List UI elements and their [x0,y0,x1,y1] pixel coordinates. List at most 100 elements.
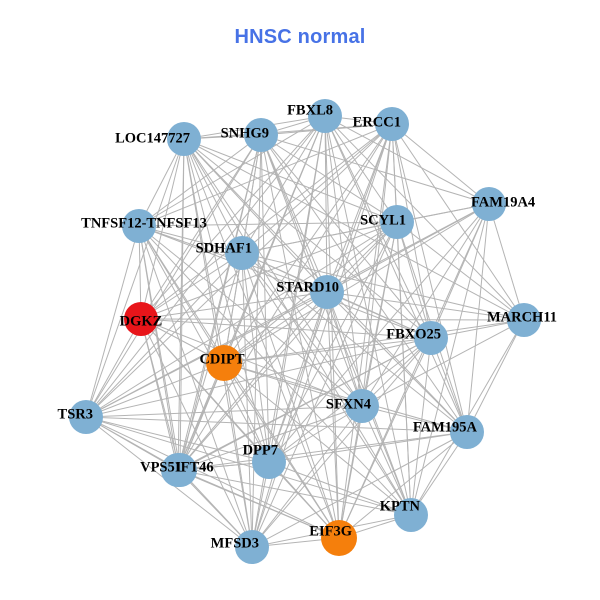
nodes-layer [69,99,541,564]
network-edge [241,252,525,321]
network-node-snhg9[interactable] [244,118,278,152]
network-node-loc147727[interactable] [167,122,201,156]
network-edge [85,291,328,418]
network-edge [260,134,270,463]
network-node-label: KPTN [380,498,421,514]
network-node-fbxo25[interactable] [414,321,448,355]
network-edge [85,138,185,418]
network-edge [183,138,340,539]
network-edge [140,318,525,321]
network-edge [138,221,398,227]
network-node-sdhaf1[interactable] [225,236,259,270]
network-node-fam195a[interactable] [450,415,484,449]
network-edge [138,225,243,254]
network-edge [138,134,262,227]
network-edge [251,337,432,548]
network-node-scyl1[interactable] [380,205,414,239]
network-edge [138,225,412,516]
network-edge [85,416,340,539]
network-node-fam19a4[interactable] [472,187,506,221]
network-edge [140,123,393,320]
network-node-label: FBXL8 [287,102,333,118]
network-node-tnfsf12-tnfsf13[interactable] [122,209,156,243]
network-edge [361,405,468,433]
network-edge [268,405,363,463]
network-edge [268,431,468,463]
network-node-label: SNHG9 [221,125,269,141]
network-node-label: ERCC1 [353,114,401,130]
network-edge [396,221,432,339]
network-node-label: DGKZ [120,313,163,329]
network-edge [241,252,340,539]
network-node-tsr3[interactable] [69,400,103,434]
network-node-dpp7[interactable] [252,445,286,479]
network-edge [260,134,412,516]
network-edge [396,221,525,321]
network-edge [338,203,490,539]
network-node-ercc1[interactable] [375,107,409,141]
network-node-kptn[interactable] [394,498,428,532]
network-node-label: FAM19A4 [471,194,535,210]
network-edge [138,225,181,471]
network-node-ift46[interactable] [163,453,197,487]
network-edge [241,221,398,254]
network-node-eif3g[interactable] [321,520,357,556]
network-edge [140,318,181,471]
network-node-cdipt[interactable] [206,345,242,381]
network-edge [85,416,270,463]
network-node-stard10[interactable] [310,275,344,309]
network-edge [223,362,468,433]
network-node-label: VPS51 [140,459,182,475]
network-edge [85,225,140,418]
network-edge [338,405,363,539]
network-node-sfxn4[interactable] [345,389,379,423]
network-node-label: DPP7 [243,442,278,458]
network-node-label: LOC147727 [115,130,190,146]
network-edge [268,221,398,463]
network-edge [223,252,243,364]
network-edge [85,252,243,418]
network-edge [268,203,490,463]
network-edge [177,291,328,471]
network-edge [85,362,225,418]
network-edge [324,115,468,433]
network-edge [85,318,142,418]
network-edge [177,405,363,471]
network-edge [223,362,270,463]
network-node-mfsd3[interactable] [235,530,269,564]
network-node-fbxl8[interactable] [308,99,342,133]
network-edge [260,134,363,407]
network-edge [410,337,432,516]
network-edge [223,123,393,364]
page-title: HNSC normal [234,26,366,48]
network-edge [338,337,432,539]
network-edge [466,319,525,433]
network-node-dgkz[interactable] [124,302,158,336]
network-edge [179,337,432,471]
network-edge [138,115,326,227]
network-edge [223,319,525,364]
network-edge [324,115,398,223]
network-edge [183,138,253,548]
network-edge [140,318,253,548]
network-edge [223,362,363,407]
network-edge [183,138,363,407]
network-edge [391,123,525,321]
network-node-label: SDHAF1 [196,240,252,256]
network-edge [326,291,468,433]
network-edge [183,138,432,339]
network-edge [260,134,340,539]
network-node-march11[interactable] [507,303,541,337]
network-edge [85,416,468,433]
network-edge [466,203,490,433]
network-node-label: CDIPT [199,351,244,367]
network-edge [324,115,363,407]
network-edge [251,291,328,548]
network-node-label: TNFSF12-TNFSF13 [81,215,207,231]
network-edge [140,138,185,320]
network-edge [268,291,328,463]
network-edge [326,291,363,407]
network-edge [241,252,468,433]
network-edge [361,319,525,407]
